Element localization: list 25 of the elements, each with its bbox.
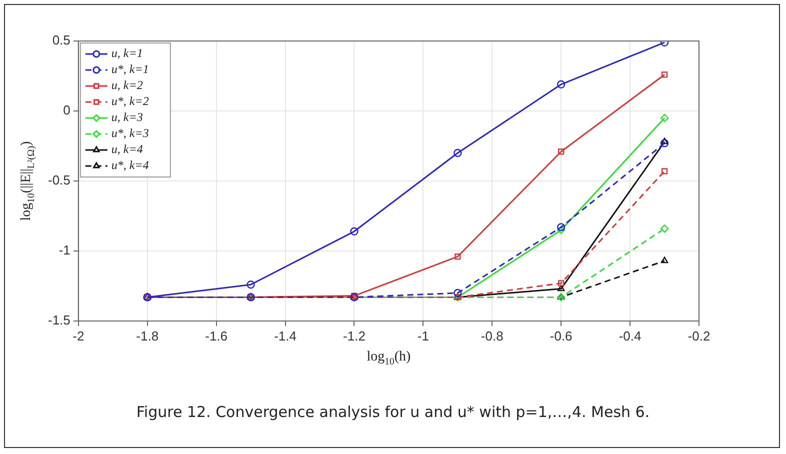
legend-label: u, k=2	[111, 78, 143, 92]
legend-label: u, k=1	[111, 46, 143, 60]
y-tick-label: -1	[58, 242, 70, 258]
x-tick-label: -0.6	[550, 328, 572, 344]
y-axis-title: log10(||E||L²(Ω))	[19, 140, 37, 221]
x-tick-label: -2	[72, 328, 84, 344]
legend-label: u*, k=1	[111, 62, 149, 76]
x-tick-label: -1.4	[274, 328, 296, 344]
x-tick-label: -0.4	[618, 328, 642, 344]
legend-label: u, k=3	[111, 110, 143, 124]
legend-label: u*, k=3	[111, 126, 149, 140]
legend-label: u, k=4	[111, 142, 143, 156]
caption: Figure 12. Convergence analysis for u and u* with p=1,…,4. Mesh 6.	[135, 403, 651, 421]
y-tick-label: 0.5	[52, 32, 70, 48]
y-tick-label: 0	[63, 102, 70, 118]
y-tick-label: -1.5	[48, 312, 70, 328]
y-tick-label: -0.5	[48, 172, 70, 188]
legend-label: u*, k=2	[111, 94, 149, 108]
x-tick-label: -1.8	[136, 328, 159, 344]
x-tick-label: -1.6	[205, 328, 228, 344]
legend-label: u*, k=4	[111, 158, 149, 172]
x-tick-label: -1.2	[343, 328, 366, 344]
x-tick-label: -1	[417, 328, 429, 344]
x-tick-label: -0.2	[688, 328, 710, 344]
x-tick-label: -0.8	[480, 328, 504, 344]
